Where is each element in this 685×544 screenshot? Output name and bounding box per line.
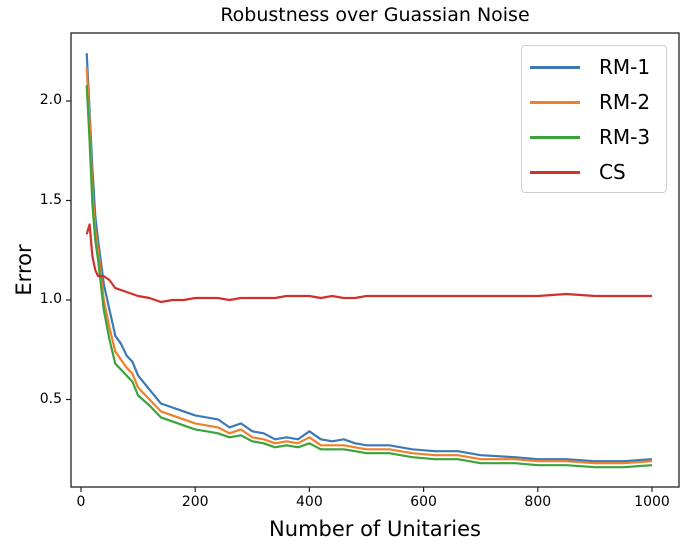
y-tick-label: 2.0 [39,92,62,108]
series-layer [85,53,653,469]
legend-swatch-cs [530,170,580,174]
legend-swatch-rm3 [530,135,580,139]
series-line-cs [85,223,652,304]
series-line-rm-1 [85,53,653,463]
chart-title: Robustness over Guassian Noise [220,4,530,26]
y-axis-label: Error [12,244,36,296]
legend-swatch-rm2 [530,100,580,104]
x-tick-label: 200 [181,494,209,510]
legend-item-rm1: RM-1 [530,52,650,82]
legend: RM-1 RM-2 RM-3 CS [521,45,667,193]
y-tick-label: 0.5 [39,390,62,407]
legend-label: RM-1 [599,55,651,79]
legend-label: CS [599,160,626,184]
legend-item-rm3: RM-3 [530,122,650,152]
x-tick-label: 800 [524,494,552,510]
tick-marks [66,100,653,492]
legend-item-rm2: RM-2 [530,87,650,117]
legend-label: RM-2 [599,90,651,114]
x-tick-label: 0 [76,494,86,510]
legend-swatch-rm1 [530,65,580,69]
axes-frame [70,32,680,488]
legend-label: RM-3 [599,125,651,149]
y-tick-label: 1.0 [39,291,62,307]
x-tick-label: 1000 [634,494,670,510]
x-axis-label: Number of Unitaries [269,517,481,541]
series-line-rm-3 [85,85,653,469]
x-tick-label: 600 [410,494,437,510]
x-tick-label: 400 [296,494,323,510]
legend-item-cs: CS [530,157,626,187]
series-line-rm-2 [85,67,653,465]
y-tick-label: 1.5 [39,191,62,208]
